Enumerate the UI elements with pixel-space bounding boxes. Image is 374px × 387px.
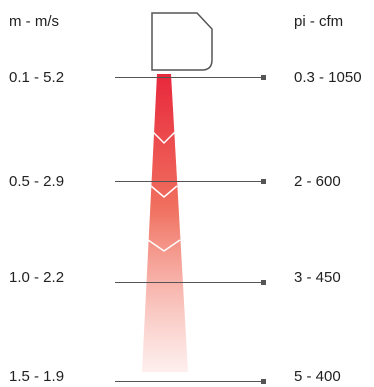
right-value-row-3: 3 - 450	[294, 269, 341, 286]
left-value-row-1: 0.1 - 5.2	[9, 69, 65, 86]
velocity-marker-chevron	[152, 131, 176, 145]
velocity-marker-chevron	[150, 185, 178, 198]
velocity-marker-chevron	[147, 239, 181, 252]
line-end-marker	[261, 379, 266, 384]
measurement-lines	[115, 77, 262, 382]
right-value-row-1: 0.3 - 1050	[294, 69, 362, 86]
diffuser-outline-icon	[151, 12, 213, 71]
left-unit-header: m - m/s	[9, 13, 59, 30]
air-throw-cone	[142, 74, 188, 372]
line-end-marker	[261, 179, 266, 184]
left-value-row-2: 0.5 - 2.9	[9, 173, 65, 190]
left-value-row-4: 1.5 - 1.9	[9, 368, 65, 385]
line-end-marker	[261, 75, 266, 80]
line-end-marker	[261, 280, 266, 285]
right-value-row-2: 2 - 600	[294, 173, 341, 190]
left-value-row-3: 1.0 - 2.2	[9, 269, 65, 286]
right-unit-header: pi - cfm	[294, 13, 344, 30]
right-value-row-4: 5 - 400	[294, 368, 341, 385]
line-end-markers	[261, 75, 266, 384]
